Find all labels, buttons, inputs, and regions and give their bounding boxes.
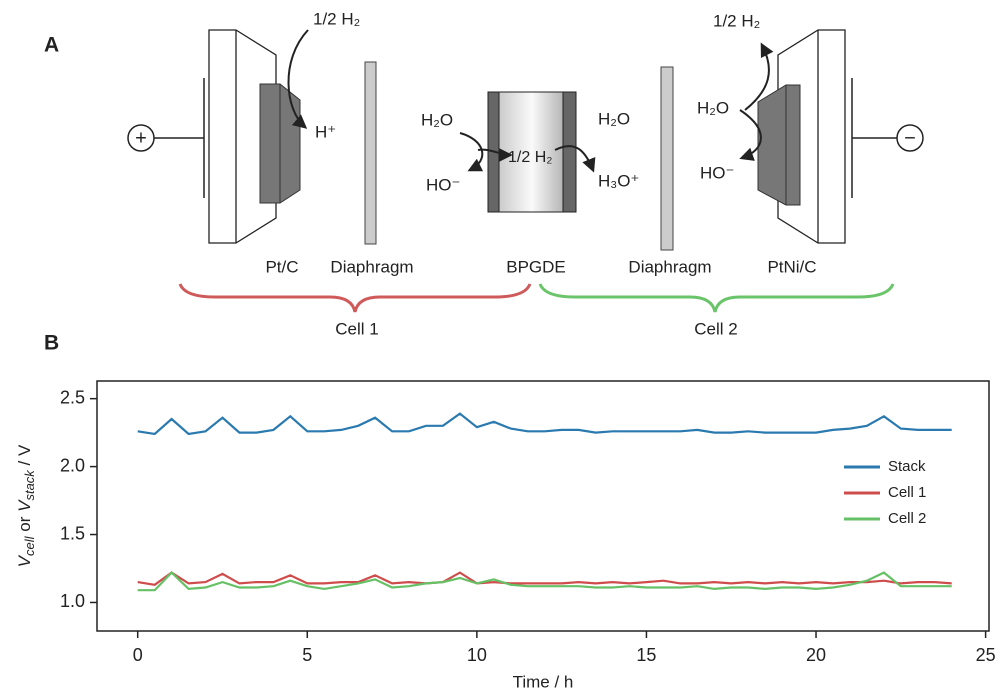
diagram: A + 1/2 H₂ H⁺ H₂O HO⁻ 1/2 H₂ H₂O H₃O⁺: [44, 9, 924, 355]
arrow: [554, 145, 596, 173]
species: 1/2 H₂: [313, 9, 360, 28]
y-tick-label: 2.5: [60, 387, 85, 407]
species: HO⁻: [426, 175, 460, 194]
species: H₂O: [697, 98, 729, 117]
label-part: / V: [15, 444, 34, 470]
label: Cell 1: [335, 319, 378, 338]
brace: [538, 283, 895, 313]
species: H₂O: [598, 109, 630, 128]
species: 1/2 H₂: [508, 149, 552, 166]
label-part: cell: [22, 535, 37, 556]
y-tick-label: 2.0: [60, 455, 85, 475]
panel-label: A: [44, 34, 59, 57]
legend-label: Cell 2: [888, 510, 926, 527]
species: H₃O⁺: [598, 171, 639, 190]
brace: [178, 283, 532, 313]
x-tick-label: 25: [976, 645, 996, 665]
arrow: [744, 42, 774, 111]
y-axis-label: Vcell or Vstack / V: [15, 444, 37, 567]
arrow: [287, 29, 309, 129]
terminal: [896, 124, 924, 152]
bpgde-layer: [562, 91, 577, 213]
x-tick-label: 10: [467, 645, 487, 665]
arrow: [739, 109, 762, 161]
sign: −: [904, 127, 916, 149]
panel-label: B: [44, 332, 59, 355]
label-part: stack: [22, 469, 37, 501]
y-tick-label: 1.5: [60, 523, 85, 543]
catalyst: [757, 84, 801, 206]
label-part: V: [15, 499, 34, 512]
species: 1/2 H₂: [713, 11, 760, 30]
x-tick-label: 5: [302, 645, 312, 665]
species: H₂O: [421, 110, 453, 129]
legend-label: Stack: [888, 458, 926, 475]
label: Diaphragm: [330, 257, 413, 276]
sign: +: [135, 127, 147, 149]
chart: Time / h Vcell or Vstack / V 0 5 10 15 20 25 1…: [15, 380, 996, 691]
x-tick-label: 15: [636, 645, 656, 665]
species: H⁺: [315, 122, 336, 141]
series-line: [137, 571, 952, 586]
x-tick-label: 0: [133, 645, 143, 665]
label: Diaphragm: [628, 257, 711, 276]
label: Pt/C: [265, 257, 298, 276]
label: PtNi/C: [767, 257, 816, 276]
arrow: [477, 147, 513, 162]
series-line: [137, 571, 952, 592]
label: Cell 2: [694, 319, 737, 338]
arrow: [459, 132, 484, 172]
x-tick-label: 20: [806, 645, 826, 665]
diaphragm: [660, 66, 674, 251]
legend-label: Cell 1: [888, 484, 926, 501]
label: BPGDE: [506, 257, 566, 276]
series-line: [137, 412, 952, 436]
plot-frame: [96, 380, 990, 632]
x-axis-label: Time / h: [513, 672, 574, 691]
diaphragm: [364, 61, 377, 245]
species: HO⁻: [700, 163, 734, 182]
label-part: or: [15, 512, 34, 537]
y-tick-label: 1.0: [60, 591, 85, 611]
label-part: V: [15, 554, 34, 567]
